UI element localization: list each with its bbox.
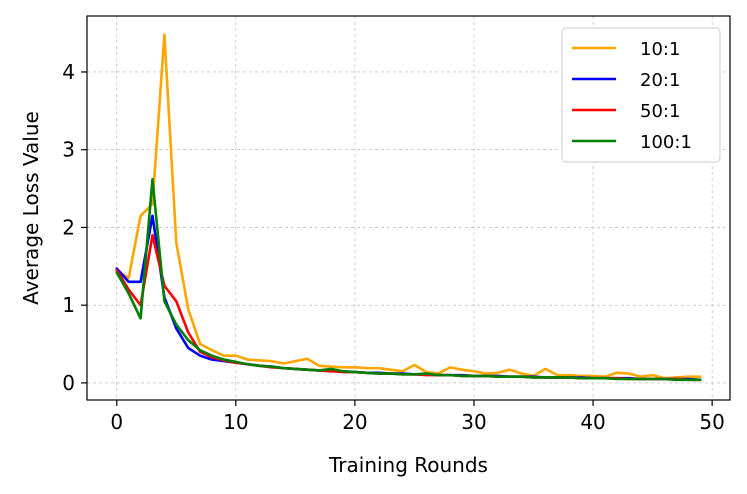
x-tick-label: 40 xyxy=(580,410,605,434)
legend: 10:1 20:1 50:1 100:1 xyxy=(561,27,721,163)
series-line-100-to-1 xyxy=(115,177,702,382)
x-tick-label: 20 xyxy=(342,410,367,434)
x-tick-label: 50 xyxy=(699,410,724,434)
y-tick-label: 2 xyxy=(62,215,75,239)
legend-label-10-to-1: 10:1 xyxy=(640,39,680,60)
x-axis-label: Training Rounds xyxy=(328,453,488,477)
series-line-10-to-1 xyxy=(115,33,702,380)
x-tick-label: 30 xyxy=(461,410,486,434)
legend-label-50-to-1: 50:1 xyxy=(640,101,680,122)
axis-ticks: 0 10 20 30 40 50 0 1 2 3 4 xyxy=(62,60,725,434)
y-axis-label: Average Loss Value xyxy=(19,111,43,305)
x-tick-label: 0 xyxy=(110,410,123,434)
legend-box xyxy=(561,27,721,163)
series-lines xyxy=(115,33,702,382)
x-tick-label: 10 xyxy=(223,410,248,434)
y-tick-label: 4 xyxy=(62,60,75,84)
y-tick-label: 0 xyxy=(62,371,75,395)
y-tick-label: 1 xyxy=(62,293,75,317)
legend-label-100-to-1: 100:1 xyxy=(640,132,692,153)
legend-label-20-to-1: 20:1 xyxy=(640,70,680,91)
y-tick-label: 3 xyxy=(62,138,75,162)
plot-frame xyxy=(86,15,731,401)
